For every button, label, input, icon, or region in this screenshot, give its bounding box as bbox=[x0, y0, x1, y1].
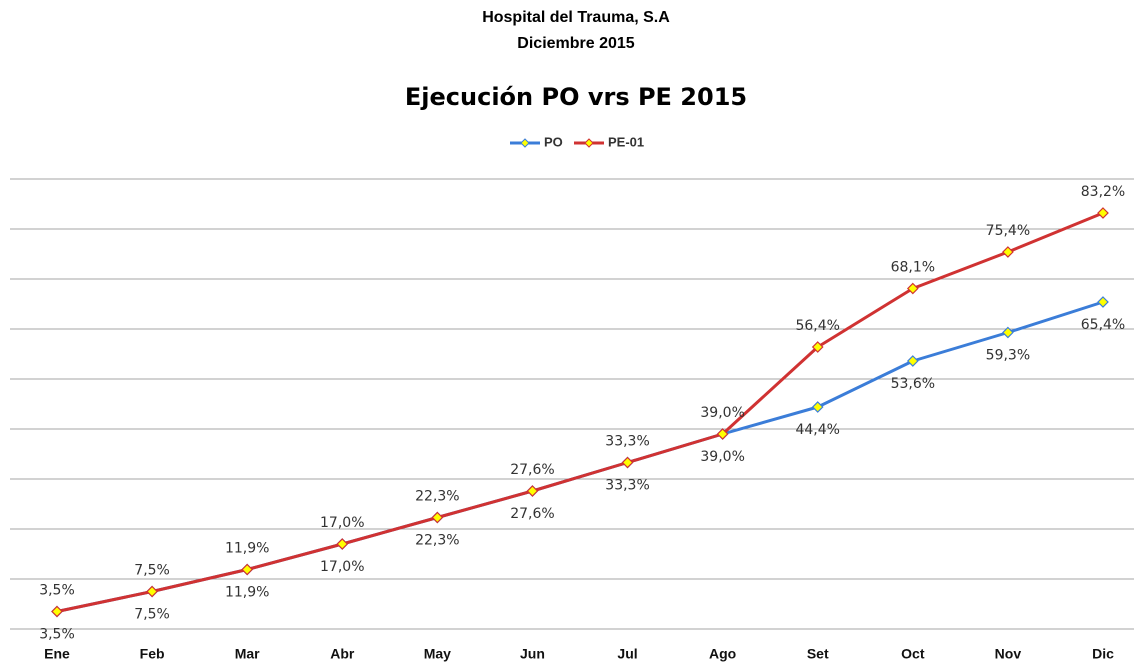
data-label: 27,6% bbox=[510, 506, 554, 522]
x-tick-label: Jun bbox=[520, 646, 545, 662]
point-marker bbox=[526, 485, 539, 497]
point-marker bbox=[146, 585, 158, 598]
point-marker bbox=[1097, 207, 1109, 219]
chart-title: Hospital del Trauma, S.A bbox=[482, 9, 670, 26]
point-marker bbox=[1097, 296, 1109, 308]
x-tick-label: Mar bbox=[235, 646, 260, 662]
x-tick-label: Oct bbox=[901, 646, 925, 662]
point-marker bbox=[811, 341, 824, 353]
x-tick-label: Nov bbox=[995, 646, 1022, 662]
data-label: 27,6% bbox=[510, 462, 554, 478]
legend-label: PE-01 bbox=[608, 134, 644, 149]
point-marker bbox=[1002, 326, 1014, 339]
x-tick-label: Dic bbox=[1092, 646, 1114, 662]
data-label: 39,0% bbox=[700, 405, 744, 421]
data-label: 7,5% bbox=[134, 563, 170, 579]
data-label: 59,3% bbox=[986, 348, 1030, 364]
point-marker bbox=[906, 355, 919, 367]
x-tick-label: Ago bbox=[709, 646, 736, 662]
legend-marker bbox=[520, 138, 530, 148]
data-label: 22,3% bbox=[415, 489, 459, 505]
point-marker bbox=[431, 511, 444, 524]
x-tick-label: May bbox=[424, 646, 451, 662]
series-line bbox=[56, 211, 1104, 613]
point-marker bbox=[51, 605, 63, 618]
data-label: 83,2% bbox=[1081, 184, 1125, 200]
data-label: 44,4% bbox=[795, 422, 839, 438]
legend-label: PO bbox=[544, 134, 563, 149]
data-label: 53,6% bbox=[891, 376, 935, 392]
data-label: 11,9% bbox=[225, 585, 269, 601]
data-label: 3,5% bbox=[39, 627, 75, 643]
point-marker bbox=[1002, 246, 1014, 258]
chart-subtitle: Diciembre 2015 bbox=[517, 35, 635, 52]
data-label: 33,3% bbox=[605, 478, 649, 494]
x-tick-label: Jul bbox=[617, 646, 637, 662]
point-marker bbox=[621, 456, 634, 469]
point-marker bbox=[811, 401, 824, 413]
data-label: 22,3% bbox=[415, 533, 459, 549]
x-tick-label: Feb bbox=[140, 646, 165, 662]
legend-marker bbox=[584, 138, 594, 148]
point-marker bbox=[906, 282, 919, 295]
grid bbox=[10, 178, 1134, 630]
data-label: 17,0% bbox=[320, 559, 364, 575]
x-tick-label: Set bbox=[807, 646, 829, 662]
x-tick-label: Abr bbox=[330, 646, 355, 662]
data-label: 68,1% bbox=[891, 260, 935, 276]
data-label: 33,3% bbox=[605, 434, 649, 450]
data-label: 56,4% bbox=[795, 318, 839, 334]
point-marker bbox=[336, 538, 349, 550]
data-label: 7,5% bbox=[134, 607, 170, 623]
data-label: 3,5% bbox=[39, 583, 75, 599]
plot bbox=[51, 207, 1109, 618]
chart-heading: Ejecución PO vrs PE 2015 bbox=[405, 83, 747, 111]
data-label: 75,4% bbox=[986, 223, 1030, 239]
data-label: 17,0% bbox=[320, 515, 364, 531]
point-marker bbox=[716, 428, 729, 440]
data-label: 65,4% bbox=[1081, 317, 1125, 333]
series-line bbox=[56, 300, 1104, 613]
point-marker bbox=[241, 563, 254, 576]
x-tick-label: Ene bbox=[44, 646, 70, 662]
data-label: 11,9% bbox=[225, 541, 269, 557]
data-label: 39,0% bbox=[700, 449, 744, 465]
